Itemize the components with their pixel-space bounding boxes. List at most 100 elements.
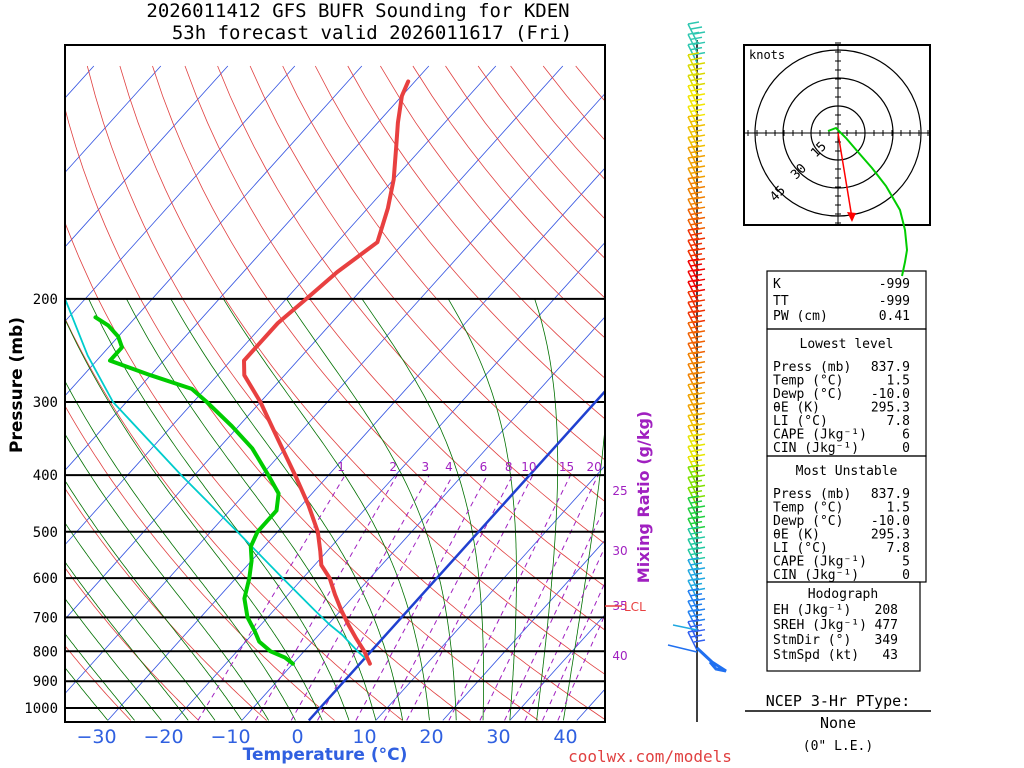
moist-adiabat-line [65, 380, 296, 721]
zero-isotherm-line [307, 389, 605, 722]
pw-label: PW (cm) [773, 309, 828, 324]
mixing-ratio-value-label: 4 [445, 460, 453, 474]
lowest-level-row-value: 837.9 [871, 360, 910, 375]
k-index-label: K [773, 277, 781, 292]
indices-panel: K -999 TT -999 PW (cm) 0.41 Lowest level Press … [766, 270, 927, 672]
temperature-trace [242, 79, 411, 666]
moist-adiabat-line [286, 298, 457, 721]
most-unstable-row-value: 1.5 [887, 501, 910, 516]
mixing-ratio-value-label: 6 [480, 460, 488, 474]
mixing-ratio-value-label: 15 [559, 460, 574, 474]
lowest-level-row-value: 295.3 [871, 401, 910, 416]
moist-adiabat-line [65, 561, 189, 721]
lowest-level-row-label: Press (mb) [773, 360, 851, 375]
most-unstable-row-label: Temp (°C) [773, 501, 843, 516]
parcel-trace [65, 288, 372, 664]
dry-adiabat-line [249, 65, 605, 503]
isotherm-line [65, 65, 430, 471]
moist-adiabat-line [65, 597, 162, 721]
hodograph-stats-box [766, 581, 921, 672]
lowest-level-row-label: θE (K) [773, 401, 820, 416]
moist-adiabat-line [65, 633, 135, 721]
mixing-ratio-line [355, 474, 488, 721]
pressure-tick-label: 1000 [24, 701, 58, 717]
dry-adiabat-line [412, 65, 605, 299]
isotherm-line [65, 92, 605, 695]
isotherm-line [65, 65, 497, 546]
temperature-tick-label: 0 [291, 726, 303, 748]
most-unstable-row-value: 5 [902, 555, 910, 570]
pressure-tick-label: 500 [33, 525, 58, 541]
moist-adiabat-line [65, 522, 216, 721]
isotherm-line [65, 65, 363, 397]
temperature-tick-label: 40 [553, 726, 577, 748]
mixing-ratio-line [197, 474, 346, 721]
hodograph-stats-row-value: 208 [875, 603, 898, 618]
isotherm-line [65, 65, 564, 620]
lowest-level-row-value: 1.5 [887, 374, 910, 389]
dry-adiabat-line [184, 65, 605, 588]
dry-adiabat-line [217, 65, 605, 545]
mixing-ratio-value-label: 25 [612, 484, 627, 498]
dry-adiabat-line [65, 567, 199, 721]
moist-adiabat-line [88, 298, 350, 721]
ptype-title: NCEP 3-Hr PType: [766, 692, 911, 710]
dry-adiabat-line [445, 65, 605, 260]
mixing-ratio-value-label: 30 [612, 544, 627, 558]
moist-adiabat-line [65, 479, 243, 721]
most-unstable-row-label: Press (mb) [773, 487, 851, 502]
temperature-tick-label: −10 [210, 726, 250, 748]
mixing-ratio-line [479, 474, 599, 721]
most-unstable-row-label: CIN (Jkg⁻¹) [773, 568, 859, 583]
mixing-ratio-line [406, 474, 534, 721]
mixing-ratio-line [448, 474, 572, 721]
chart-title-line2: 53h forecast valid 2026011617 (Fri) [172, 22, 572, 44]
hodograph-stats-title: Hodograph [808, 587, 878, 602]
hodograph-stats-row-value: 477 [875, 618, 898, 633]
hodograph-units-label: knots [749, 48, 785, 62]
dry-adiabat-line [282, 65, 605, 461]
hodograph-stats-row-label: StmDir (°) [773, 633, 851, 648]
mixing-ratio-value-label: 40 [612, 649, 627, 663]
x-axis-label: Temperature (°C) [243, 745, 408, 765]
mixing-ratio-line [255, 474, 398, 721]
most-unstable-row-value: 295.3 [871, 528, 910, 543]
moist-adiabat-line [447, 298, 517, 721]
temperature-tick-label: 30 [486, 726, 510, 748]
dry-adiabat-line [314, 65, 605, 420]
wind-barb-column [667, 21, 727, 722]
mixing-ratio-line [524, 545, 605, 721]
pressure-tick-label: 800 [33, 644, 58, 660]
tt-index-value: -999 [879, 294, 910, 309]
lowest-level-row-label: CIN (Jkg⁻¹) [773, 441, 859, 456]
dry-adiabat-line [65, 107, 539, 721]
mixing-ratio-label: Mixing Ratio (g/kg) [634, 411, 653, 583]
pressure-tick-label: 200 [33, 292, 58, 308]
hodograph-stats-row-label: EH (Jkg⁻¹) [773, 603, 851, 618]
dry-adiabat-line [65, 317, 403, 721]
dry-adiabat-line [347, 65, 605, 379]
skew-t-profiles [65, 79, 411, 666]
y-axis-label: Pressure (mb) [7, 317, 27, 453]
lowest-level-row-label: CAPE (Jkg⁻¹) [773, 428, 867, 443]
pressure-tick-label: 900 [33, 674, 58, 690]
lowest-level-row-label: LI (°C) [773, 414, 828, 429]
pressure-tick-label: 600 [33, 571, 58, 587]
temperature-tick-label: −20 [143, 726, 183, 748]
most-unstable-row-value: 0 [902, 568, 910, 583]
temperature-tick-label: 20 [419, 726, 443, 748]
ptype-value: None [820, 714, 856, 732]
moist-adiabat-line [65, 667, 109, 721]
most-unstable-row-label: LI (°C) [773, 541, 828, 556]
moist-adiabat-line [534, 298, 559, 721]
lcl-label: LCL [624, 600, 646, 614]
mixing-ratio-value-label: 2 [389, 460, 397, 474]
mixing-ratio-value-label: 20 [587, 460, 602, 474]
lowest-level-row-label: Temp (°C) [773, 374, 843, 389]
mixing-ratio-line [504, 505, 605, 721]
pressure-tick-label: 300 [33, 395, 58, 411]
storm-motion-arrowhead [847, 212, 856, 222]
plot-frame [64, 44, 606, 723]
mixing-ratio-line [383, 474, 514, 721]
